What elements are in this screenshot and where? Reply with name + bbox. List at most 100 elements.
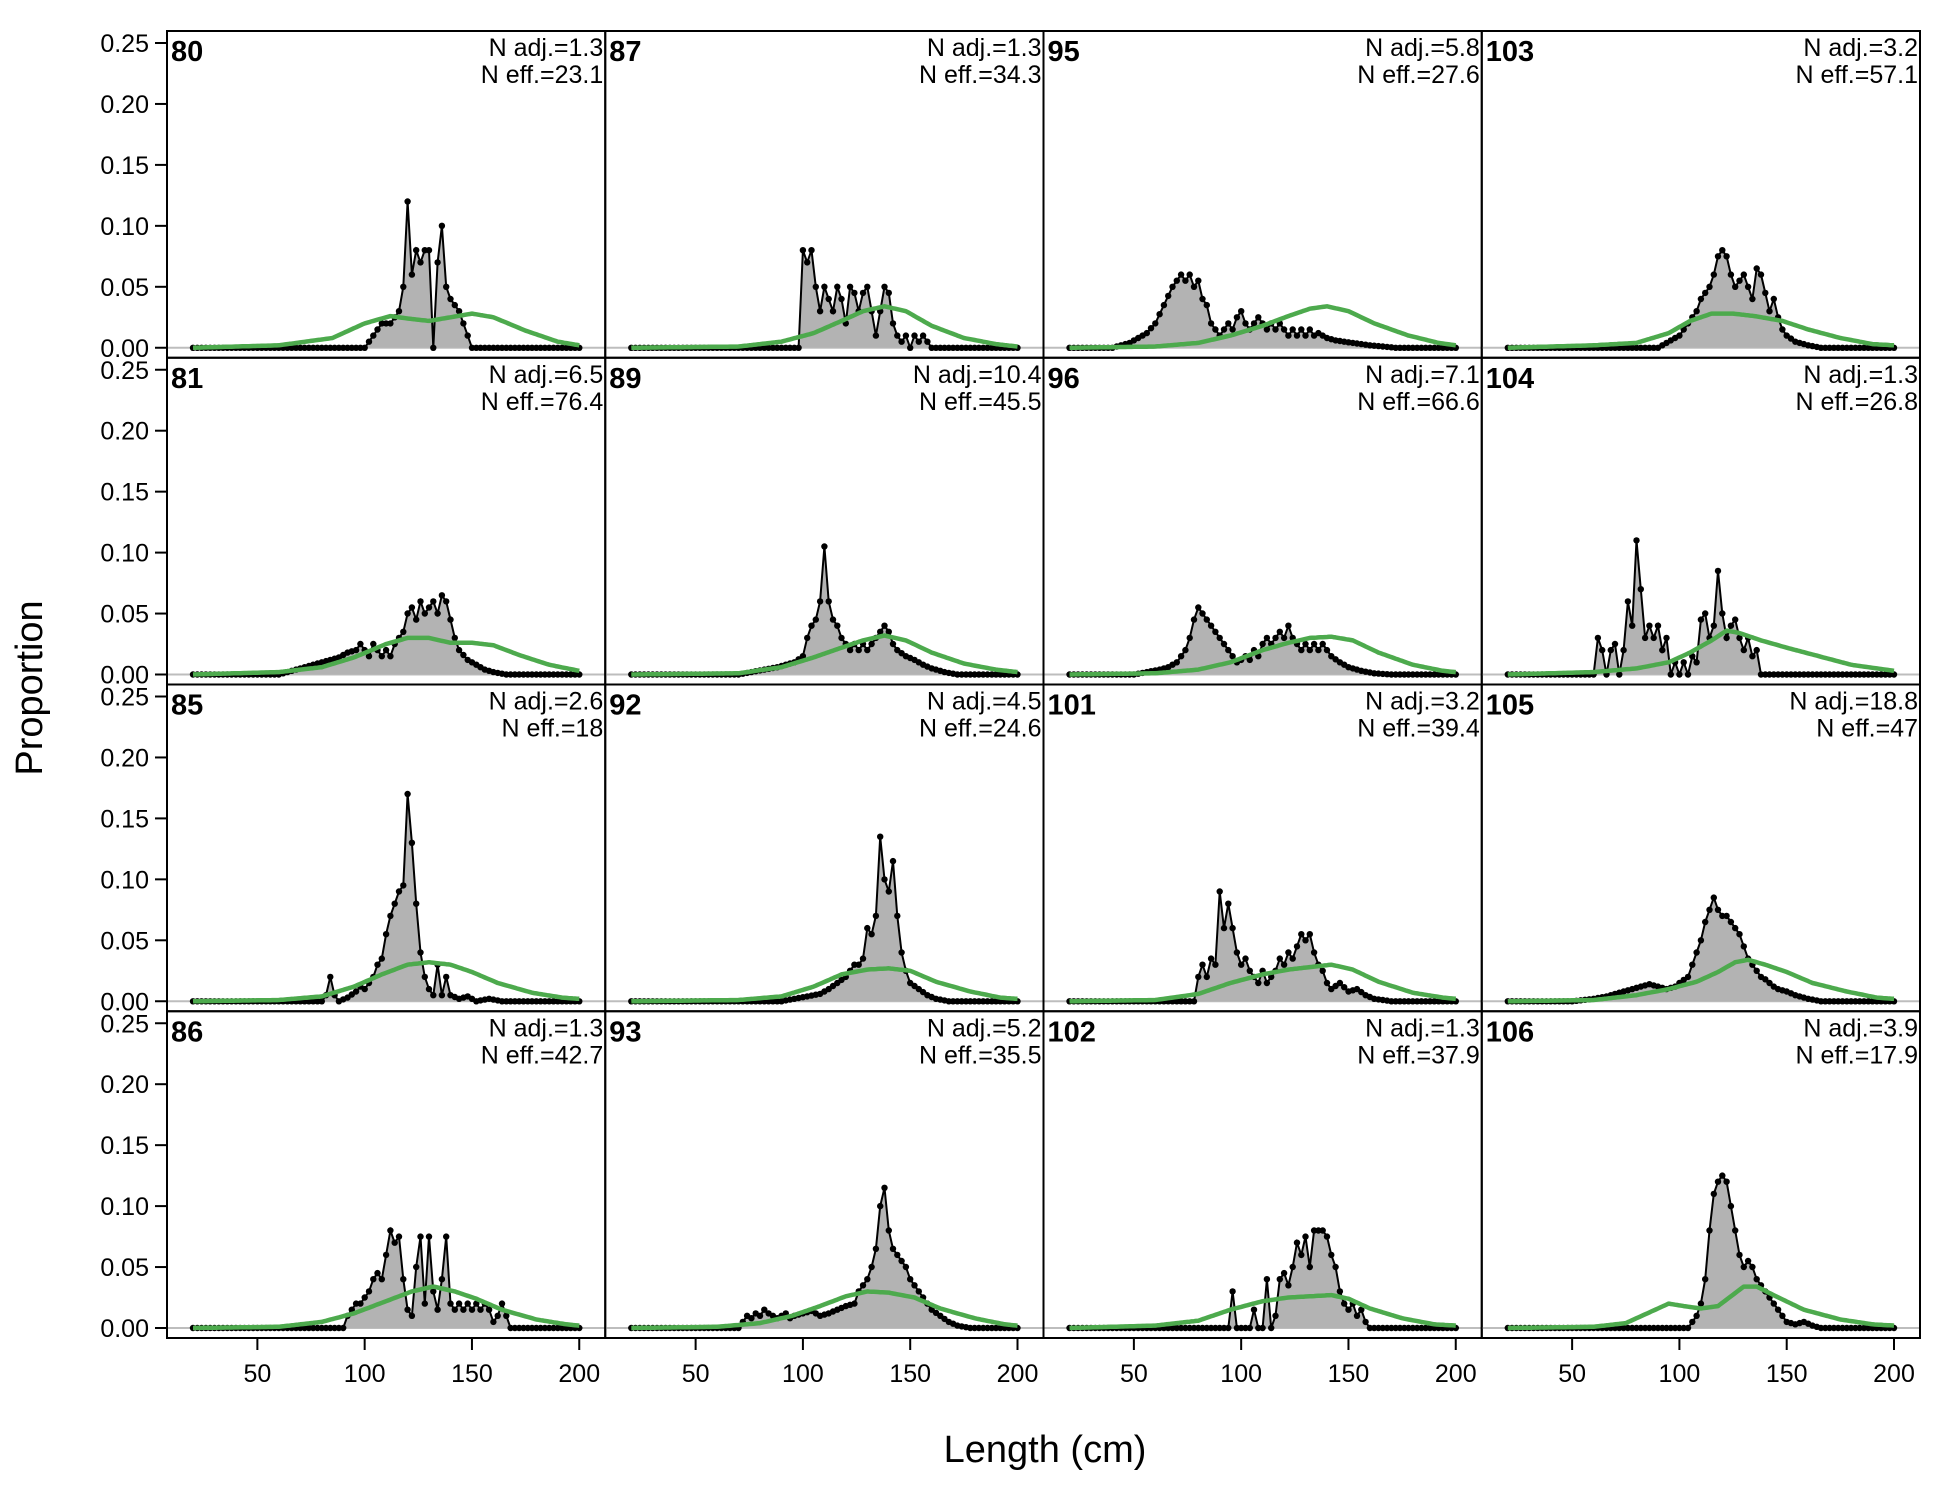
y-tick-label: 0.10	[100, 213, 149, 241]
panel-102: 102 N adj.=1.3N eff.=37.9	[1042, 1010, 1483, 1339]
observed-point	[825, 295, 832, 303]
n-eff-label: N eff.=18	[502, 715, 604, 743]
observed-point	[1646, 622, 1653, 629]
observed-point	[451, 1306, 458, 1313]
observed-point	[1233, 314, 1241, 321]
expected-line	[1069, 1292, 1457, 1331]
observed-point	[889, 640, 897, 648]
observed-area	[193, 1230, 580, 1328]
observed-point	[1762, 289, 1769, 297]
observed-point	[1693, 1312, 1700, 1320]
observed-point	[370, 1276, 377, 1283]
observed-point	[1173, 277, 1181, 284]
observed-area	[1069, 274, 1456, 348]
observed-point	[1607, 646, 1615, 654]
observed-point	[855, 961, 862, 968]
observed-point	[404, 610, 411, 617]
n-eff-label: N eff.=47	[1816, 715, 1918, 743]
observed-point	[413, 1263, 420, 1271]
observed-point	[1229, 326, 1236, 333]
observed-point	[885, 1227, 892, 1234]
observed-point	[503, 1312, 510, 1320]
observed-point	[1147, 325, 1155, 332]
observed-point	[1684, 1324, 1692, 1332]
expected-line	[631, 1289, 1018, 1331]
observed-point	[438, 222, 446, 229]
y-tick-label: 0.25	[100, 30, 149, 58]
observed-point	[1323, 979, 1331, 987]
observed-point	[365, 338, 373, 345]
observed-point	[1659, 646, 1666, 654]
observed-point	[1641, 634, 1649, 642]
observed-point	[387, 912, 394, 920]
observed-point	[1336, 1288, 1344, 1295]
observed-point	[1749, 653, 1756, 660]
observed-point	[1323, 646, 1331, 654]
observed-point	[1345, 1306, 1352, 1313]
observed-point	[1719, 610, 1726, 617]
observed-point	[1723, 1178, 1730, 1185]
y-tick-label: 0.00	[100, 335, 149, 363]
panel-id-label: 105	[1486, 690, 1534, 722]
observed-point	[1714, 253, 1722, 260]
observed-point	[438, 592, 446, 599]
observed-point	[434, 259, 441, 266]
observed-point	[413, 900, 420, 907]
observed-point	[1693, 308, 1700, 315]
n-adj-label: N adj.=2.6	[489, 688, 604, 716]
observed-point	[1732, 924, 1739, 932]
observed-point	[1740, 1263, 1748, 1271]
observed-point	[1611, 640, 1619, 648]
observed-point	[1250, 320, 1258, 327]
observed-point	[1207, 320, 1215, 327]
y-tick-label: 0.00	[100, 1315, 149, 1343]
observed-point	[1293, 332, 1301, 339]
observed-point	[1199, 610, 1206, 617]
observed-point	[885, 888, 892, 895]
observed-point	[382, 931, 390, 938]
observed-point	[1749, 295, 1756, 303]
observed-point	[425, 985, 433, 993]
observed-point	[1212, 961, 1219, 968]
n-adj-label: N adj.=18.8	[1789, 688, 1918, 716]
observed-point	[498, 1300, 506, 1307]
expected-line	[192, 311, 580, 351]
x-tick-label: 200	[558, 1360, 600, 1388]
n-adj-label: N adj.=7.1	[1365, 361, 1480, 389]
observed-point	[1238, 308, 1245, 315]
observed-point	[460, 1306, 467, 1313]
n-adj-label: N adj.=1.3	[1803, 361, 1918, 389]
n-eff-label: N eff.=17.9	[1795, 1041, 1918, 1069]
observed-point	[1727, 918, 1735, 926]
observed-point	[1310, 949, 1318, 956]
observed-point	[1276, 955, 1284, 962]
observed-point	[864, 646, 871, 654]
observed-point	[872, 1245, 880, 1253]
observed-point	[1169, 283, 1176, 290]
y-tick-label: 0.00	[100, 662, 149, 690]
observed-point	[1319, 967, 1326, 974]
observed-point	[1280, 1269, 1288, 1277]
observed-point	[460, 651, 467, 659]
n-adj-label: N adj.=3.9	[1803, 1014, 1918, 1042]
observed-point	[1633, 537, 1640, 544]
observed-point	[877, 628, 884, 635]
observed-point	[894, 332, 901, 339]
observed-point	[1263, 1276, 1271, 1283]
observed-point	[829, 308, 837, 315]
observed-point	[1723, 253, 1730, 260]
expected-line	[1507, 628, 1895, 677]
observed-point	[340, 1324, 347, 1332]
observed-point	[1770, 1300, 1778, 1307]
observed-point	[1250, 1306, 1258, 1313]
expected-line	[1069, 304, 1457, 351]
observed-point	[1732, 1227, 1739, 1234]
observed-point	[404, 1306, 411, 1313]
panel-id-label: 95	[1048, 36, 1080, 68]
observed-point	[756, 1312, 764, 1320]
observed-point	[851, 289, 858, 297]
panel-103: 103 N adj.=3.2N eff.=57.1	[1480, 30, 1921, 359]
observed-line	[631, 1187, 1018, 1329]
observed-point	[494, 1312, 501, 1320]
observed-point	[361, 1294, 368, 1301]
